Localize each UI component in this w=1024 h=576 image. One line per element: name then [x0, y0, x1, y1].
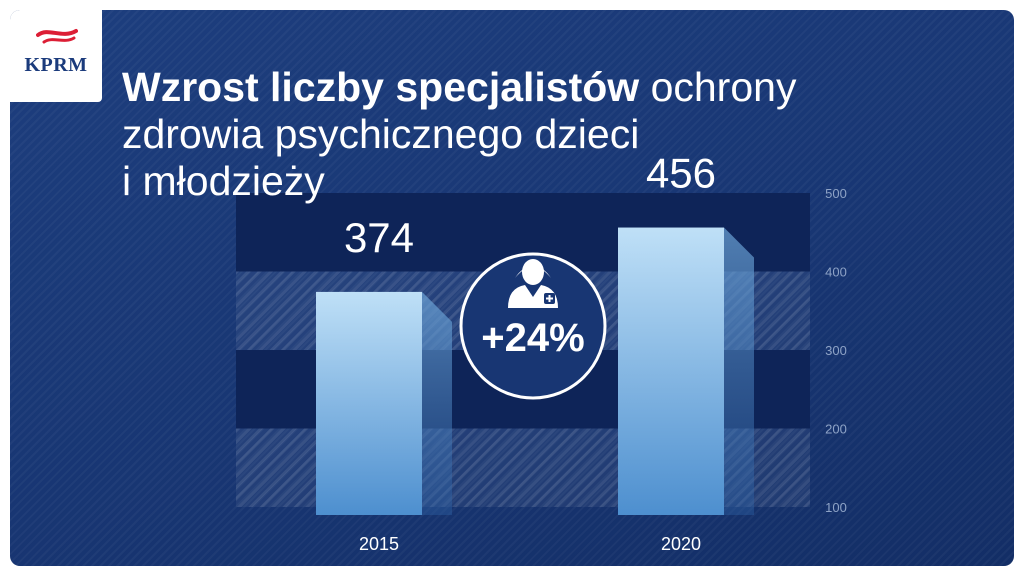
kprm-logo: KPRM	[10, 10, 102, 102]
logo-text: KPRM	[24, 54, 88, 76]
title-line-3: i młodzieży	[122, 158, 325, 204]
bar	[618, 227, 724, 516]
y-axis: 100 200 300 400 500	[825, 186, 847, 515]
infographic-card: KPRM 100 200 300 400 500 374 456 2015 2020	[10, 10, 1014, 566]
y-tick-label: 300	[825, 343, 847, 358]
flag-icon	[36, 29, 78, 44]
title-bold: Wzrost liczby specjalistów	[122, 64, 640, 110]
data-label: 456	[646, 150, 716, 197]
y-tick-label: 400	[825, 265, 847, 280]
bar-side	[724, 227, 754, 516]
chart-title: Wzrost liczby specjalistów ochrony zdrow…	[122, 64, 942, 205]
x-tick-label: 2015	[359, 534, 399, 554]
bar-chart: 100 200 300 400 500 374 456 2015 2020 +24%	[236, 150, 847, 554]
y-tick-label: 200	[825, 422, 847, 437]
growth-badge: +24%	[459, 252, 607, 400]
x-axis: 2015 2020	[359, 534, 701, 554]
badge-circle	[459, 252, 607, 400]
bar	[316, 291, 422, 515]
title-line-2: zdrowia psychicznego dzieci	[122, 111, 640, 157]
badge-text: +24%	[481, 316, 584, 360]
data-label: 374	[344, 214, 414, 261]
bars: 374 456	[316, 150, 754, 516]
y-tick-label: 500	[825, 186, 847, 201]
x-tick-label: 2020	[661, 534, 701, 554]
y-tick-label: 100	[825, 500, 847, 515]
title-rest: ochrony	[639, 64, 797, 110]
bar-side	[422, 291, 452, 515]
